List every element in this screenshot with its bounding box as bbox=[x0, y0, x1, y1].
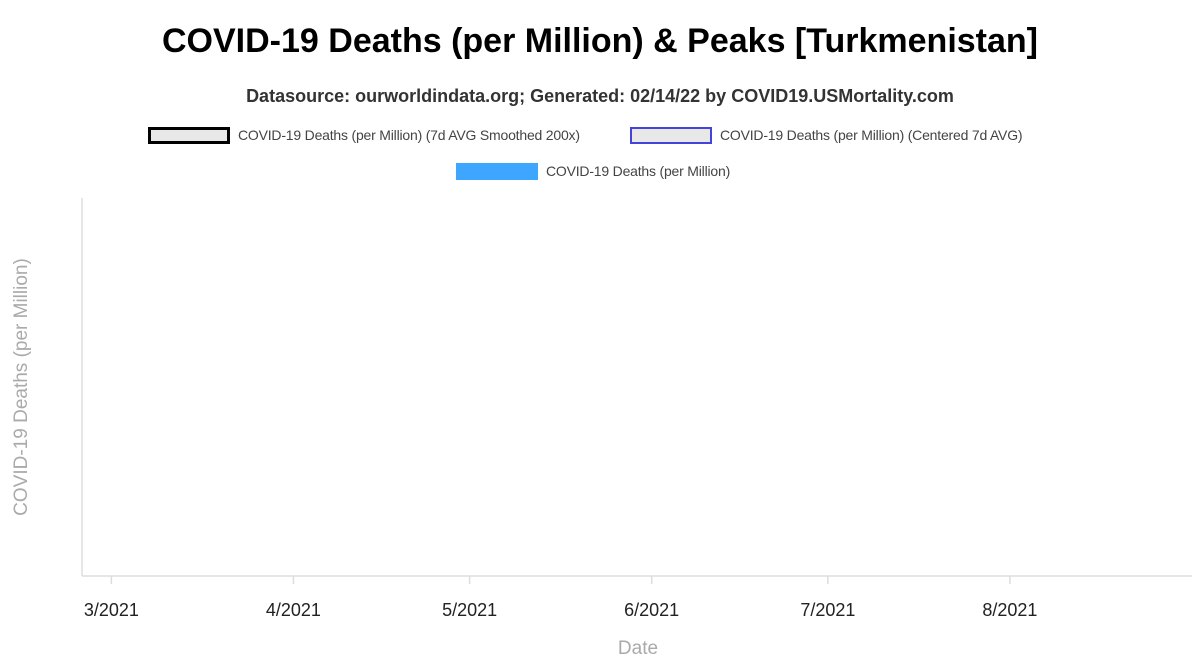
x-tick-label: 7/2021 bbox=[800, 600, 855, 620]
legend-label-centered: COVID-19 Deaths (per Million) (Centered … bbox=[720, 127, 1023, 143]
legend-swatch-daily bbox=[456, 162, 538, 180]
x-tick-label: 3/2021 bbox=[84, 600, 139, 620]
legend-swatch-smoothed bbox=[148, 126, 230, 144]
x-tick-label: 6/2021 bbox=[624, 600, 679, 620]
chart-title: COVID-19 Deaths (per Million) & Peaks [T… bbox=[162, 22, 1038, 60]
y-axis-title: COVID-19 Deaths (per Million) bbox=[11, 258, 32, 516]
legend-swatch-centered bbox=[630, 126, 712, 144]
chart-subtitle: Datasource: ourworldindata.org; Generate… bbox=[246, 86, 954, 106]
x-axis-title: Date bbox=[617, 638, 659, 659]
legend-item-daily[interactable]: COVID-19 Deaths (per Million) bbox=[456, 161, 730, 181]
legend-item-smoothed[interactable]: COVID-19 Deaths (per Million) (7d AVG Sm… bbox=[148, 125, 580, 145]
x-tick-label: 5/2021 bbox=[442, 600, 497, 620]
legend-label-daily: COVID-19 Deaths (per Million) bbox=[546, 163, 731, 179]
legend-item-centered[interactable]: COVID-19 Deaths (per Million) (Centered … bbox=[630, 125, 1023, 145]
x-tick-label: 4/2021 bbox=[266, 600, 321, 620]
legend-label-smoothed: COVID-19 Deaths (per Million) (7d AVG Sm… bbox=[238, 127, 580, 143]
x-tick-label: 8/2021 bbox=[982, 600, 1037, 620]
